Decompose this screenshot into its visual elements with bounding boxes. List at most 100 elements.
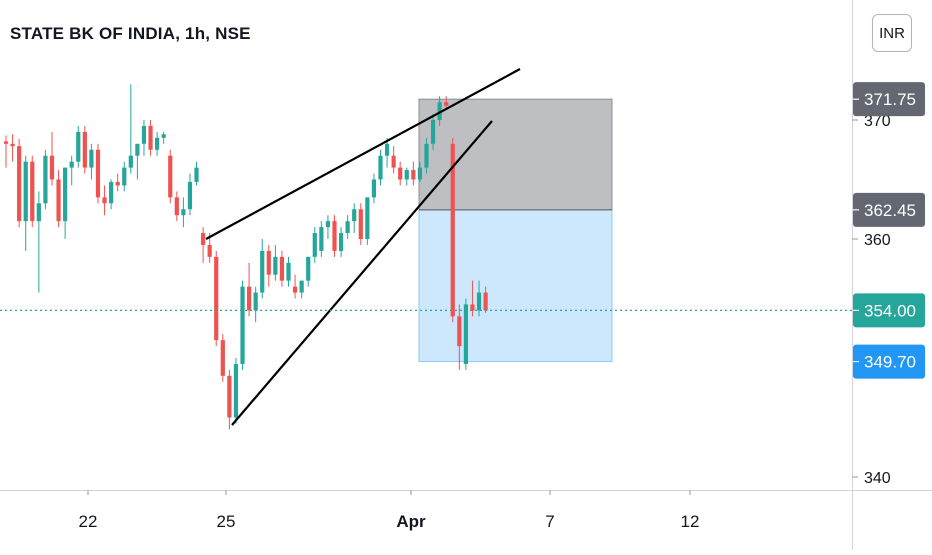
trendlines-layer[interactable] (205, 68, 521, 426)
candle (352, 203, 357, 234)
candle-body (260, 250, 265, 293)
candle (128, 84, 133, 174)
candle (23, 155, 28, 251)
candle-body (345, 221, 350, 234)
candle (319, 221, 324, 257)
candle-body (286, 262, 291, 281)
candle (246, 262, 252, 317)
candle (43, 149, 48, 210)
candle-body (220, 340, 225, 376)
candle-body (82, 131, 87, 168)
candle-body (187, 181, 193, 210)
candle (391, 146, 396, 174)
candle-body (168, 155, 173, 198)
candle-body (424, 143, 429, 168)
lower-trendline[interactable] (231, 120, 493, 426)
candle-body (174, 197, 179, 216)
price-badge-label: 362.45 (864, 201, 916, 220)
candle (233, 358, 239, 424)
target-zone[interactable] (418, 209, 613, 363)
candle-body (273, 256, 278, 275)
candle-body (266, 250, 271, 275)
position-tool-layer[interactable] (418, 98, 613, 363)
candle (95, 143, 101, 204)
candle (148, 120, 153, 156)
price-tick-label: 360 (864, 232, 891, 249)
candle-body (417, 167, 423, 180)
candle (292, 274, 298, 299)
candle (122, 161, 127, 192)
candle-body (10, 143, 15, 147)
candle-body (365, 197, 370, 239)
candle-body (148, 125, 153, 150)
candle (444, 96, 449, 109)
candle-body (56, 179, 61, 222)
price-badge[interactable]: 362.45 (853, 192, 925, 227)
candle-body (155, 137, 160, 150)
candle (286, 256, 291, 287)
price-badge-bg (853, 293, 925, 328)
candle-body (141, 125, 147, 144)
candle (450, 137, 455, 323)
candle (424, 137, 429, 174)
candle-body (63, 167, 68, 222)
candle-body (207, 244, 212, 257)
candle (266, 244, 271, 287)
candle-body (371, 179, 377, 198)
candle-body (181, 209, 186, 216)
candle (109, 179, 114, 210)
candle (358, 203, 363, 245)
candle-body (49, 155, 55, 180)
candle-body (253, 292, 258, 311)
candle (187, 173, 193, 216)
candle-body (430, 120, 436, 144)
price-badge[interactable]: 371.75 (853, 82, 925, 117)
stop-zone[interactable] (418, 98, 613, 211)
upper-trendline[interactable] (205, 68, 521, 240)
candle (194, 161, 199, 186)
candle (371, 173, 377, 204)
candle (56, 169, 61, 228)
price-badge[interactable]: 354.00 (853, 293, 925, 328)
candle (457, 304, 462, 370)
candle-body (391, 155, 396, 168)
candle (463, 298, 468, 370)
time-tick-label: Apr (396, 512, 426, 531)
candle (476, 280, 482, 317)
candle-body (246, 286, 252, 311)
candle-body (483, 292, 488, 311)
candle-body (69, 161, 74, 168)
price-badge-bg (853, 344, 925, 379)
candle (253, 286, 258, 323)
time-tick-label: 12 (681, 512, 700, 531)
candle (135, 143, 140, 180)
candle-body (470, 304, 475, 311)
candle-body (437, 102, 442, 120)
candle-body (325, 221, 331, 228)
candle-body (3, 141, 9, 144)
candle (384, 137, 390, 168)
candle-body (30, 161, 35, 222)
candle-body (299, 280, 304, 293)
candle (3, 135, 9, 168)
candle (168, 149, 173, 204)
candle-body (89, 149, 94, 168)
candle (63, 167, 68, 239)
candle (155, 131, 160, 156)
candle (49, 131, 55, 186)
price-badge[interactable]: 349.70 (853, 344, 925, 379)
candle (89, 143, 94, 180)
candle (312, 227, 317, 263)
candle (345, 215, 350, 239)
candle (260, 239, 265, 299)
candle (214, 250, 219, 347)
candle-body (378, 155, 383, 180)
candles-layer (3, 84, 488, 430)
currency-button[interactable]: INR (872, 14, 912, 52)
price-badge-bg (853, 82, 925, 117)
candle-body (240, 286, 245, 364)
candle-body (444, 102, 449, 106)
